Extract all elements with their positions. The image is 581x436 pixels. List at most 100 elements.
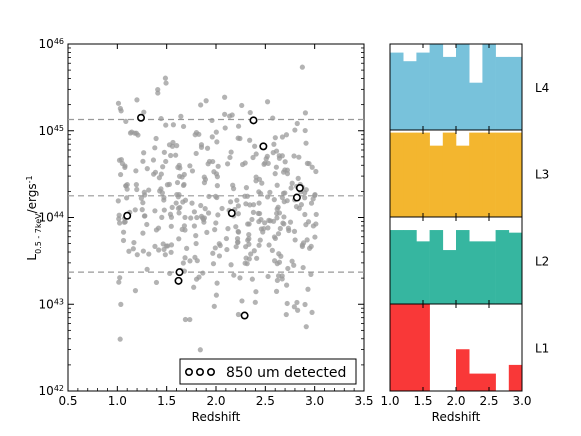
scatter-point [259,180,265,186]
legend-marker [207,367,216,376]
scatter-point [256,242,262,248]
scatter-point [200,270,206,276]
scatter-point [310,223,316,229]
scatter-point [250,154,256,161]
scatter-point [176,173,183,179]
scatter-point [193,233,199,239]
scatter-point [134,97,140,103]
scatter-point [212,245,218,251]
scatter-point [234,197,240,203]
scatter-point [202,176,209,183]
scatter-point [299,242,305,248]
scatter-point [139,207,145,213]
scatter-point [261,226,267,232]
scatter-point [275,231,282,237]
scatter-point [272,135,278,141]
scatter-point [161,149,167,155]
scatter-point [289,258,295,264]
scatter-point [272,171,278,177]
scatter-point [267,189,273,195]
scatter-point [189,168,196,174]
scatter-point [239,102,245,109]
scatter-point [231,272,237,278]
scatter-point [144,266,150,272]
scatter-point [150,157,157,163]
scatter-point [302,211,308,218]
scatter-point [124,181,130,188]
scatter-point [273,164,279,170]
legend-marker [196,367,205,376]
histogram-bar [456,230,470,304]
scatter-point [227,199,234,205]
scatter-point [269,247,275,253]
scatter-point [256,200,262,206]
scatter-point [117,171,124,178]
scatter-point [176,210,182,216]
scatter-point [116,220,123,226]
scatter-point [124,195,130,201]
hist-x-tick-label: 2.5 [479,394,498,408]
scatter-point [247,137,253,143]
scatter-point [216,253,223,259]
scatter-point [213,129,219,135]
scatter-point [295,307,301,313]
scatter-point [163,122,169,128]
scatter-point [174,179,181,186]
y-tick-label: 1046 [39,37,64,52]
detected-point [175,268,184,277]
scatter-point [206,193,212,200]
histogram-bar [442,56,457,130]
histogram-bar [403,230,417,304]
scatter-point [279,134,286,140]
histogram-bar [390,230,404,304]
scatter-point [122,219,128,225]
histogram-bar [495,56,510,130]
scatter-point [224,161,231,167]
scatter-point [180,123,187,130]
histogram-bar [508,364,523,391]
scatter-point [115,198,121,204]
y-tick-label: 1042 [39,384,64,399]
scatter-point [283,311,289,318]
scatter-point [284,300,290,307]
scatter-point [253,289,259,295]
scatter-point [266,217,272,224]
scatter-point [292,237,298,243]
scatter-point [179,226,185,232]
scatter-point [175,164,181,170]
scatter-point [251,248,257,254]
scatter-point [203,98,209,104]
x-tick-label: 3.5 [354,394,373,408]
scatter-point [167,211,174,217]
scatter-point [271,141,277,147]
scatter-point [284,282,290,288]
scatter-point [174,143,180,149]
scatter-point [285,265,291,272]
scatter-point [192,132,198,138]
scatter-point [169,204,175,210]
scatter-point [191,209,197,215]
scatter-point [239,298,245,304]
scatter-point [234,239,241,245]
scatter-point [120,237,127,244]
y-tick-label: 1044 [39,210,64,225]
scatter-point [191,284,197,290]
y-tick-label: 1043 [39,297,64,312]
scatter-point [170,122,176,128]
scatter-point [230,182,236,188]
scatter-point [209,117,215,124]
scatter-point [152,208,158,214]
x-tick-label: 1.5 [157,394,176,408]
scatter-point [294,299,300,306]
scatter-point [162,75,169,81]
scatter-point [187,316,193,323]
scatter-point [161,207,167,213]
scatter-point [167,270,173,277]
scatter-point [117,336,123,342]
scatter-point [289,180,295,186]
histogram-bar [456,145,470,217]
scatter-point [196,274,202,280]
scatter-point [215,212,221,218]
scatter-point [132,207,138,213]
